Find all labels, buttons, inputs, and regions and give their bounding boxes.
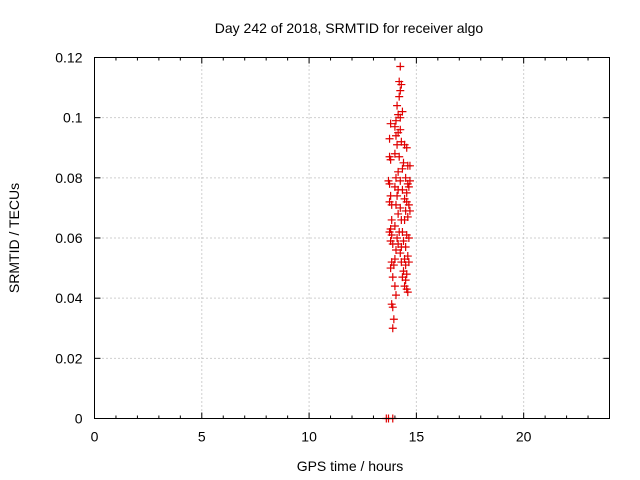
- data-point: [395, 92, 404, 101]
- data-point: [397, 258, 406, 267]
- data-point: [405, 161, 414, 170]
- data-point: [389, 315, 398, 324]
- data-point: [403, 288, 412, 297]
- y-tick-label: 0.12: [55, 50, 82, 66]
- data-point: [393, 101, 402, 110]
- data-point: [386, 155, 395, 164]
- y-tick-label: 0.02: [55, 350, 82, 366]
- data-point: [391, 200, 400, 209]
- y-tick-label: 0.1: [63, 110, 83, 126]
- plot-frame: [94, 57, 610, 419]
- data-point: [402, 270, 411, 279]
- data-point: [396, 249, 405, 258]
- data-point: [400, 215, 409, 224]
- data-point: [405, 206, 414, 215]
- data-point: [396, 125, 405, 134]
- data-point: [396, 113, 405, 122]
- axis-ticks: 0 5 10 15 20 0 0.02 0.04 0.06 0.08 0.1 0.12: [55, 50, 610, 445]
- data-point: [386, 264, 395, 273]
- data-points: [382, 62, 414, 423]
- data-point: [390, 255, 399, 264]
- data-point: [393, 191, 402, 200]
- x-tick-label: 10: [301, 429, 317, 445]
- y-tick-label: 0.08: [55, 170, 82, 186]
- data-point: [401, 243, 410, 252]
- x-tick-label: 15: [409, 429, 425, 445]
- x-tick-label: 20: [516, 429, 532, 445]
- data-point: [395, 152, 404, 161]
- data-point: [402, 143, 411, 152]
- data-point: [386, 119, 395, 128]
- x-tick-label: 0: [91, 429, 99, 445]
- data-point: [401, 276, 410, 285]
- data-point: [404, 234, 413, 242]
- data-point: [391, 116, 400, 125]
- data-point: [399, 237, 408, 246]
- data-point: [393, 234, 402, 242]
- data-point: [405, 176, 414, 185]
- data-point: [390, 282, 399, 291]
- data-point: [388, 273, 397, 282]
- data-point: [401, 261, 410, 270]
- data-point: [388, 324, 397, 333]
- data-point: [391, 173, 400, 182]
- data-point: [396, 176, 405, 185]
- data-point: [398, 227, 407, 236]
- y-axis-title: SRMTID / TECUs: [6, 183, 22, 293]
- data-point: [393, 140, 402, 149]
- data-point: [394, 167, 403, 176]
- data-point: [390, 122, 399, 131]
- y-tick-label: 0.04: [55, 290, 82, 306]
- grid-lines: [94, 57, 610, 419]
- data-point: [396, 203, 405, 212]
- data-point: [387, 230, 396, 239]
- x-axis-title: GPS time / hours: [297, 458, 404, 474]
- data-point: [394, 209, 403, 218]
- data-point: [391, 131, 400, 140]
- data-point: [396, 62, 405, 71]
- data-point: [388, 303, 397, 312]
- data-point: [396, 86, 405, 95]
- chart-title: Day 242 of 2018, SRMTID for receiver alg…: [215, 20, 484, 36]
- data-point: [404, 182, 413, 191]
- data-point: [385, 179, 394, 188]
- y-tick-label: 0: [75, 411, 83, 427]
- data-point: [390, 149, 399, 158]
- x-tick-label: 5: [198, 429, 206, 445]
- data-point: [397, 80, 406, 89]
- data-point: [404, 200, 413, 209]
- data-point: [402, 188, 411, 197]
- data-point: [391, 246, 400, 255]
- data-point: [385, 134, 394, 143]
- data-point: [387, 215, 396, 224]
- data-point: [390, 221, 399, 230]
- data-point: [399, 158, 408, 167]
- y-tick-label: 0.06: [55, 230, 82, 246]
- data-point: [391, 291, 400, 300]
- data-point: [398, 185, 407, 194]
- data-point: [401, 173, 410, 182]
- data-point: [398, 107, 407, 116]
- data-point: [398, 164, 407, 173]
